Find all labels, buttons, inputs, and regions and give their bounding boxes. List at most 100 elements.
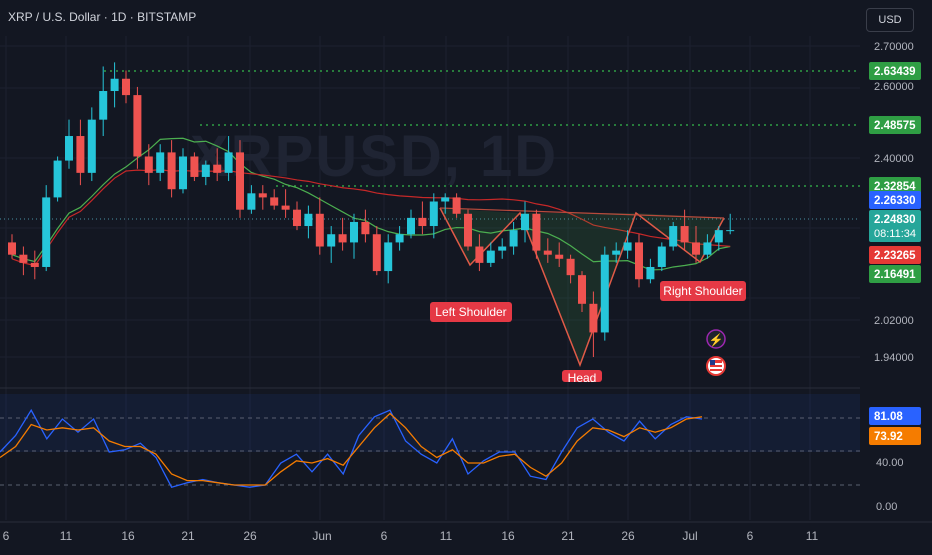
neckline — [439, 207, 725, 219]
candle-body — [612, 250, 621, 255]
time-label: 6 — [3, 529, 10, 543]
candle-body — [429, 201, 438, 227]
price-levels — [0, 70, 860, 220]
price-badges: 2.63439 2.48575 2.32854 2.26330 2.24830 08:11… — [869, 62, 921, 445]
time-axis: 6 11 16 21 26 Jun 6 11 16 21 26 Jul 6 11 — [0, 521, 932, 543]
grid-lines — [0, 36, 860, 520]
candle-body — [543, 250, 552, 255]
candle-body — [441, 197, 450, 202]
right-shoulder-text: Right Shoulder — [663, 284, 742, 298]
candle-body — [509, 230, 518, 247]
price-tick: 2.60000 — [874, 81, 914, 93]
candle-body — [521, 213, 529, 231]
price-badge-text: 2.48575 — [874, 120, 916, 132]
osc-k-line — [0, 408, 703, 488]
candle-body — [657, 246, 666, 267]
candle-body — [327, 234, 336, 247]
ma-slow-line — [11, 169, 731, 267]
pattern-line — [439, 207, 725, 368]
candle-body — [156, 152, 165, 173]
candles[interactable] — [8, 62, 735, 357]
candle-body — [236, 152, 244, 210]
candle-body — [144, 156, 153, 173]
candle-body — [19, 254, 28, 263]
candle-body — [600, 254, 609, 333]
candle-body — [304, 213, 313, 227]
candle-body — [65, 136, 73, 161]
candle-body — [42, 197, 51, 267]
candle-body — [179, 156, 187, 190]
candle-body — [384, 242, 393, 272]
candle-body — [87, 119, 96, 173]
time-label: 11 — [440, 529, 453, 543]
time-label: Jun — [312, 529, 331, 543]
candle-body — [213, 164, 222, 173]
overbought-zone — [0, 394, 860, 452]
price-badge-text: 2.23265 — [874, 250, 916, 262]
time-label: 11 — [60, 529, 73, 543]
candle-body — [224, 152, 233, 173]
candle-body — [578, 275, 586, 304]
candle-body — [407, 217, 415, 235]
price-badge — [869, 116, 921, 134]
price-badge-text: 2.16491 — [874, 269, 916, 281]
price-badge-sub: 08:11:34 — [874, 228, 916, 240]
labels[interactable]: Left Shoulder Head Right Shoulder ⚡ — [430, 281, 746, 385]
candle-body — [589, 303, 598, 333]
us-flag-icon[interactable] — [706, 356, 726, 376]
lightning-icon[interactable]: ⚡ — [706, 329, 726, 349]
time-label: 16 — [121, 529, 135, 543]
price-badge — [869, 191, 921, 209]
candle-body — [646, 266, 655, 280]
symbol-title: XRP / U.S. Dollar · 1D · BITSTAMP — [8, 10, 197, 24]
candle-body — [464, 213, 472, 247]
currency-button[interactable]: USD — [866, 8, 914, 32]
ma-fast-line — [11, 137, 731, 271]
left-shoulder-label[interactable]: Left Shoulder — [430, 302, 512, 322]
candle-body — [680, 226, 689, 243]
candle-body — [350, 221, 358, 243]
time-label: 6 — [747, 529, 754, 543]
price-badge-text: 2.26330 — [874, 195, 916, 207]
right-shoulder-label[interactable]: Right Shoulder — [660, 281, 746, 301]
candle-body — [498, 246, 507, 251]
left-shoulder-text: Left Shoulder — [435, 305, 506, 319]
candle-body — [293, 209, 301, 227]
moving-averages — [11, 137, 731, 271]
candle-body — [99, 91, 108, 120]
candle-body — [361, 221, 370, 235]
candle-body — [726, 230, 735, 232]
candle-body — [532, 213, 541, 251]
svg-text:⚡: ⚡ — [709, 333, 724, 347]
time-label: 6 — [381, 529, 388, 543]
candle-body — [692, 242, 700, 255]
candle-body — [315, 213, 324, 247]
osc-tick: 40.00 — [876, 457, 904, 469]
price-tick: 1.94000 — [874, 352, 914, 364]
candle-body — [418, 217, 427, 227]
candle-body — [372, 234, 381, 272]
candle-body — [247, 193, 256, 210]
candle-body — [201, 164, 210, 177]
price-badge — [869, 265, 921, 283]
candle-body — [110, 78, 119, 92]
candle-body — [133, 95, 142, 157]
candle-body — [703, 242, 712, 255]
candle-body — [486, 250, 495, 263]
candle-body — [190, 156, 199, 177]
price-badge — [869, 210, 921, 242]
candle-body — [623, 242, 632, 251]
candle-body — [452, 197, 461, 214]
candle-body — [475, 246, 484, 263]
head-label[interactable]: Head — [562, 370, 602, 385]
candle-body — [167, 152, 176, 190]
oscillator-panel — [0, 387, 932, 488]
candle-body — [635, 242, 643, 280]
candle-body — [8, 242, 16, 255]
price-badge-text: 2.63439 — [874, 66, 916, 78]
time-label: Jul — [682, 529, 697, 543]
candle-body — [122, 78, 130, 96]
time-label: 21 — [561, 529, 575, 543]
